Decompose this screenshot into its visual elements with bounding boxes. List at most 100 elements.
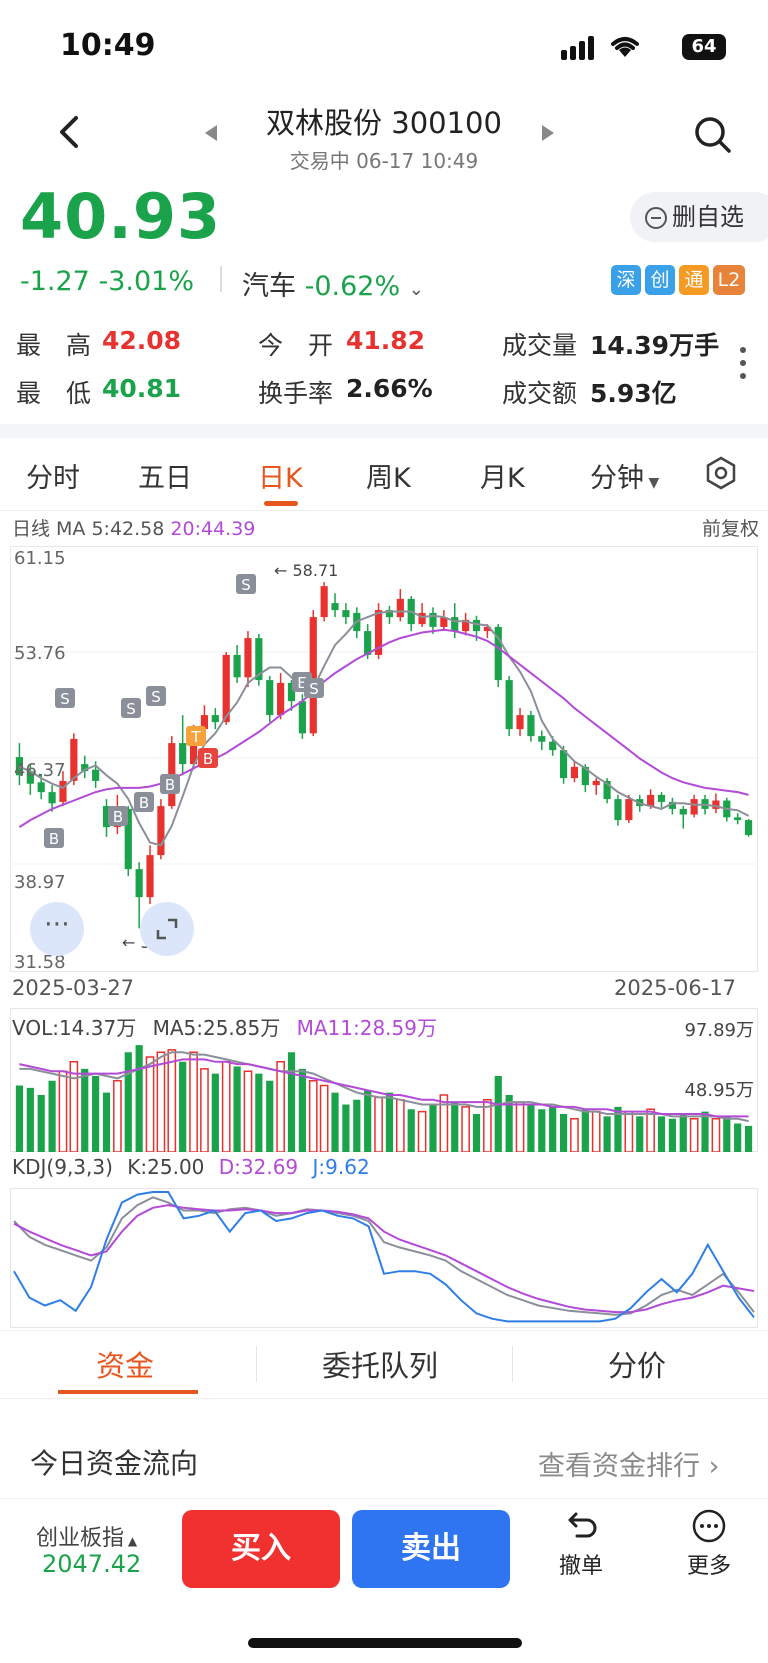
volume-bar <box>319 1084 329 1152</box>
tab-monthly-k[interactable]: 月K <box>480 463 525 494</box>
tab-minute[interactable]: 分钟 ▼ <box>590 456 659 495</box>
volume-bar <box>374 1096 383 1152</box>
date-end: 2025-06-17 <box>614 976 737 1000</box>
kdj-d: D:32.69 <box>218 1155 299 1179</box>
candle <box>244 631 252 688</box>
signal-buy: B <box>160 774 180 794</box>
wifi-icon <box>611 37 639 57</box>
volume-bar <box>211 1073 219 1152</box>
kdj-chart[interactable] <box>10 1188 758 1328</box>
candlestick-chart[interactable]: 61.15 53.76 46.37 38.97 31.58 ← 58.71 ← … <box>10 546 758 972</box>
sell-button[interactable]: 卖出 <box>352 1510 510 1588</box>
battery-indicator: 64 <box>682 34 726 60</box>
open-value: 41.82 <box>346 326 426 355</box>
ma5-line <box>19 610 750 847</box>
volume-bar <box>527 1104 535 1152</box>
svg-text:S: S <box>126 700 136 718</box>
back-icon[interactable] <box>56 114 82 150</box>
tab-five-day[interactable]: 五日 <box>138 463 192 494</box>
tab-intraday[interactable]: 分时 <box>26 463 80 494</box>
remove-watchlist-button[interactable]: 删自选 <box>630 192 768 242</box>
divider <box>0 510 768 511</box>
volume-bar <box>429 1104 437 1152</box>
volume-bar <box>15 1085 24 1152</box>
signal-sell: S <box>304 678 324 698</box>
ma5-legend: 日线 MA 5:42.58 <box>12 518 165 540</box>
volume-bar <box>353 1099 361 1152</box>
tab-weekly-k[interactable]: 周K <box>366 463 411 494</box>
volume-bar <box>559 1114 568 1152</box>
cancel-order-button[interactable]: 撤单 <box>556 1508 606 1580</box>
more-stats-icon[interactable] <box>738 346 748 380</box>
candle <box>255 633 263 686</box>
chart-settings-icon[interactable] <box>704 456 738 490</box>
change-value: -1.27 <box>20 266 90 297</box>
candle <box>168 736 176 809</box>
tab-price-distribution[interactable]: 分价 <box>608 1349 667 1383</box>
triangle-down-icon: ▼ <box>644 475 660 491</box>
adjust-mode[interactable]: 前复权 <box>702 518 760 540</box>
prev-stock-icon[interactable] <box>204 124 218 142</box>
tab-order-queue[interactable]: 委托队列 <box>322 1349 439 1383</box>
tab-daily-k[interactable]: 日K <box>258 463 303 494</box>
signal-sell: S <box>146 686 166 706</box>
volume-bar <box>549 1106 557 1152</box>
tab-underline <box>264 501 298 506</box>
divider <box>220 266 222 292</box>
volume-bar <box>221 1061 231 1152</box>
signal-sell: S <box>55 688 75 708</box>
candle <box>385 605 394 625</box>
signal-t: T <box>186 726 206 746</box>
status-time: 10:49 <box>60 28 156 63</box>
next-stock-icon[interactable] <box>541 124 555 142</box>
fund-ranking-link[interactable]: 查看资金排行 › <box>538 1444 719 1483</box>
candle <box>418 603 426 627</box>
volume-bar <box>189 1051 198 1152</box>
vol-axis-mid: 48.95万 <box>684 1080 754 1101</box>
signal-buy: B <box>44 828 64 848</box>
chart-more-button[interactable]: ⋯ <box>30 902 84 956</box>
volume-bar <box>266 1080 274 1152</box>
badge-chinext: 创 <box>645 265 675 295</box>
candle <box>668 797 676 815</box>
volume-bar <box>515 1101 525 1152</box>
tab-capital[interactable]: 资金 <box>96 1349 155 1383</box>
volume-bar <box>668 1118 676 1152</box>
price-axis-mid2: 46.37 <box>14 760 66 781</box>
buy-button[interactable]: 买入 <box>182 1510 340 1588</box>
volume-bar <box>689 1118 699 1152</box>
tab-minute-label: 分钟 <box>590 463 644 494</box>
volume-bar <box>233 1066 241 1152</box>
more-button[interactable]: 更多 <box>684 1508 734 1580</box>
volume-bar <box>342 1104 350 1152</box>
volume-bar <box>439 1094 449 1152</box>
volume-bar <box>744 1125 753 1152</box>
volume-bar <box>124 1052 132 1152</box>
more-circle-icon <box>692 1509 726 1543</box>
volume-bar <box>472 1114 481 1152</box>
search-icon[interactable] <box>694 116 732 154</box>
svg-text:B: B <box>203 750 213 768</box>
badge-connect: 通 <box>679 265 709 295</box>
volume-bar <box>505 1095 513 1152</box>
turnover-label: 换手率 <box>258 379 334 408</box>
volume-bar <box>483 1099 492 1152</box>
volume-value: 14.39万手 <box>590 331 720 360</box>
candle <box>744 818 753 837</box>
vol-ma11: MA11:28.59万 <box>296 1016 437 1040</box>
signal-sell: S <box>236 574 256 594</box>
volume-bar <box>113 1080 122 1152</box>
volume-bar <box>385 1092 394 1152</box>
ma-legend: 日线 MA 5:42.58 20:44.39 <box>12 514 255 541</box>
fullscreen-button[interactable] <box>140 902 194 956</box>
price-axis-bottom: 31.58 <box>14 952 66 972</box>
high-value: 42.08 <box>102 326 182 355</box>
trading-status: 交易中 06-17 10:49 <box>289 149 479 173</box>
volume-chart[interactable]: 97.89万 48.95万 <box>10 1008 758 1152</box>
volume-label: 成交量 <box>502 331 578 360</box>
sector-info[interactable]: 汽车 -0.62% ⌄ <box>242 264 424 303</box>
index-name[interactable]: 创业板指 ▲ <box>36 1520 137 1552</box>
candle <box>320 582 328 622</box>
volume-bar <box>614 1106 622 1152</box>
candle <box>374 603 383 660</box>
